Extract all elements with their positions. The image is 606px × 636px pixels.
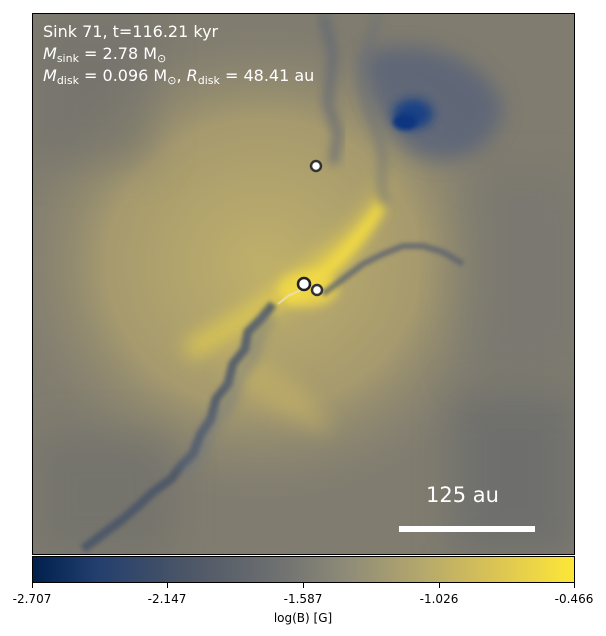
colorbar-tick	[439, 583, 440, 588]
sink-primary-marker	[296, 276, 312, 292]
field-image	[33, 14, 574, 554]
sink-time-label: Sink 71, t=116.21 kyr	[43, 22, 219, 41]
colorbar-tick-label: -2.147	[147, 592, 187, 606]
colorbar-tick-label: -0.466	[554, 592, 594, 606]
magnetic-field-map: Sink 71, t=116.21 kyr Msink = 2.78 M⊙ Md…	[32, 13, 575, 555]
colorbar-tick-label: -1.026	[419, 592, 459, 606]
colorbar	[32, 556, 575, 583]
colorbar-tick-label: -2.707	[12, 592, 52, 606]
scale-bar	[399, 526, 535, 532]
colorbar-tick	[32, 583, 33, 588]
colorbar-tick	[167, 583, 168, 588]
sink-companion-marker	[310, 283, 324, 297]
colorbar-tick	[574, 583, 575, 588]
sink-north-marker	[309, 159, 323, 173]
colorbar-tick-label: -1.587	[283, 592, 323, 606]
disk-properties-label: Mdisk = 0.096 M⊙, Rdisk = 48.41 au	[43, 66, 315, 87]
scale-bar-label: 125 au	[426, 483, 499, 507]
sink-mass-label: Msink = 2.78 M⊙	[43, 44, 167, 65]
colorbar-tick	[303, 583, 304, 588]
colorbar-label: log(B) [G]	[273, 611, 333, 625]
